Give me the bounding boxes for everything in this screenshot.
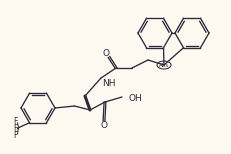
Text: F: F bbox=[13, 117, 18, 126]
Text: O: O bbox=[102, 49, 109, 57]
Text: F: F bbox=[13, 124, 18, 133]
Text: Abs: Abs bbox=[158, 63, 168, 67]
Text: O: O bbox=[100, 122, 107, 130]
Text: OH: OH bbox=[128, 93, 142, 103]
Text: F: F bbox=[13, 131, 18, 140]
Text: NH: NH bbox=[102, 79, 115, 88]
